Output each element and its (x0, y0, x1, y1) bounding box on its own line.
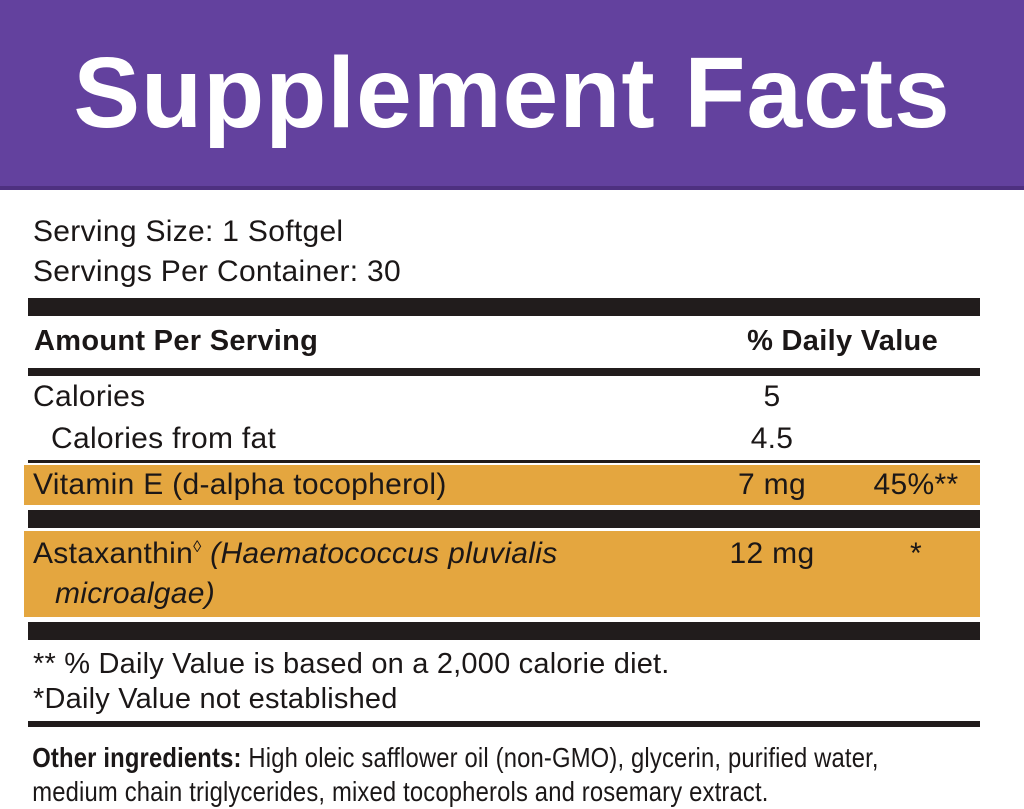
row-label-vitamin-e: Vitamin E (d-alpha tocopherol) (33, 468, 447, 501)
table-row-astaxanthin: Astaxanthin◊ (Haematococcus pluvialis mi… (24, 531, 980, 617)
footnote-daily-value: ** % Daily Value is based on a 2,000 cal… (33, 648, 670, 680)
footnotes: ** % Daily Value is based on a 2,000 cal… (28, 647, 980, 717)
facts-panel: Serving Size: 1 Softgel Servings Per Con… (24, 212, 980, 809)
daily-value-header: % Daily Value (747, 325, 938, 357)
astaxanthin-name: Astaxanthin (33, 537, 194, 570)
row-amount-vitamin-e: 7 mg (738, 468, 806, 501)
row-amount-calories: 5 (763, 380, 781, 413)
row-label-calories-from-fat: Calories from fat (51, 422, 277, 455)
astaxanthin-latin-name-line2: microalgae) (55, 577, 216, 610)
row-label-calories: Calories (33, 380, 146, 413)
amount-per-serving-header: Amount Per Serving (34, 325, 319, 357)
header-banner: Supplement Facts (0, 0, 1024, 190)
divider-thick-middle (28, 510, 980, 528)
row-amount-astaxanthin: 12 mg (729, 537, 815, 570)
divider-thick-bottom (28, 622, 980, 640)
table-row-vitamin-e: Vitamin E (d-alpha tocopherol) 7 mg 45%*… (24, 465, 980, 505)
other-ingredients-line2: medium chain triglycerides, mixed tocoph… (32, 776, 769, 807)
astaxanthin-latin-name: (Haematococcus pluvialis (201, 537, 558, 570)
table-row-calories-from-fat: Calories from fat 4.5 (28, 418, 980, 460)
page-title: Supplement Facts (73, 36, 951, 149)
divider-above-ingredients (28, 721, 980, 727)
serving-size-text: Serving Size: 1 Softgel (33, 215, 344, 248)
table-row-calories: Calories 5 (28, 376, 980, 418)
row-label-astaxanthin: Astaxanthin◊ (Haematococcus pluvialis mi… (28, 534, 692, 614)
diamond-footnote-symbol: ◊ (193, 538, 202, 556)
servings-per-container-text: Servings Per Container: 30 (33, 255, 401, 288)
divider-medium-under-header (28, 368, 980, 376)
divider-thin (28, 460, 980, 463)
row-dv-astaxanthin: * (910, 537, 922, 570)
footnote-not-established: *Daily Value not established (33, 683, 398, 715)
other-ingredients-line1: High oleic safflower oil (non-GMO), glyc… (241, 742, 879, 773)
divider-thick-top (28, 298, 980, 316)
row-amount-calories-from-fat: 4.5 (750, 422, 794, 455)
row-dv-vitamin-e: 45%** (873, 468, 959, 501)
other-ingredients-label: Other ingredients: (32, 742, 242, 773)
table-header-row: Amount Per Serving % Daily Value (28, 316, 980, 368)
